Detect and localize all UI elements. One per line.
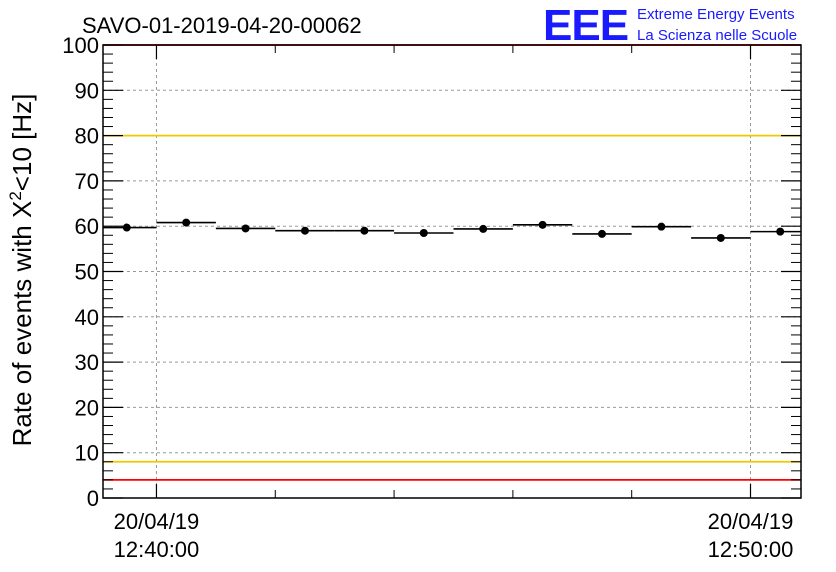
- y-tick-label: 50: [75, 260, 99, 285]
- logo-line-2: La Scienza nelle Scuole: [637, 27, 797, 44]
- reference-lines: [103, 44, 801, 481]
- axis-ticks: [103, 44, 801, 499]
- y-axis-label: Rate of events with X2<10 [Hz]: [6, 94, 37, 447]
- y-tick-label: 10: [75, 441, 99, 466]
- data-point: [419, 228, 428, 237]
- chart-title: SAVO-01-2019-04-20-00062: [82, 13, 362, 38]
- y-axis-label-text: Rate of events with X: [7, 201, 37, 447]
- y-tick-label: 70: [75, 169, 99, 194]
- y-tick-label: 20: [75, 395, 99, 420]
- y-tick-label: 90: [75, 78, 99, 103]
- x-tick-label-date: 20/04/19: [708, 509, 794, 534]
- logo-letters: EEE: [543, 1, 628, 50]
- data-point: [360, 226, 369, 235]
- data-point: [241, 224, 250, 233]
- data-point: [716, 233, 725, 242]
- data-point: [300, 226, 309, 235]
- data-point: [479, 224, 488, 233]
- data-point: [182, 218, 191, 227]
- y-tick-label: 40: [75, 305, 99, 330]
- data-point: [597, 229, 606, 238]
- y-tick-label: 80: [75, 124, 99, 149]
- x-tick-label-time: 12:40:00: [114, 537, 200, 562]
- logo-line-1: Extreme Energy Events: [637, 6, 795, 23]
- y-tick-label: 60: [75, 214, 99, 239]
- data-point: [776, 227, 785, 236]
- y-tick-label: 0: [87, 486, 99, 511]
- axis-labels: 0 10 20 30 40 50 60 70 80 90 100 20/04/19 12:40:00 20…: [62, 33, 793, 562]
- x-tick-label-date: 20/04/19: [114, 509, 200, 534]
- data-series: [103, 218, 801, 242]
- eee-logo: EEE Extreme Energy Events La Scienza nel…: [543, 1, 797, 50]
- grid: [103, 45, 801, 498]
- y-axis-label-tail: <10 [Hz]: [7, 94, 37, 192]
- data-point: [657, 222, 666, 231]
- y-axis-label-superscript: 2: [6, 191, 25, 200]
- x-tick-label-time: 12:50:00: [708, 537, 794, 562]
- data-point: [122, 223, 131, 232]
- y-tick-label: 100: [62, 33, 99, 58]
- y-tick-label: 30: [75, 350, 99, 375]
- data-point: [538, 220, 547, 229]
